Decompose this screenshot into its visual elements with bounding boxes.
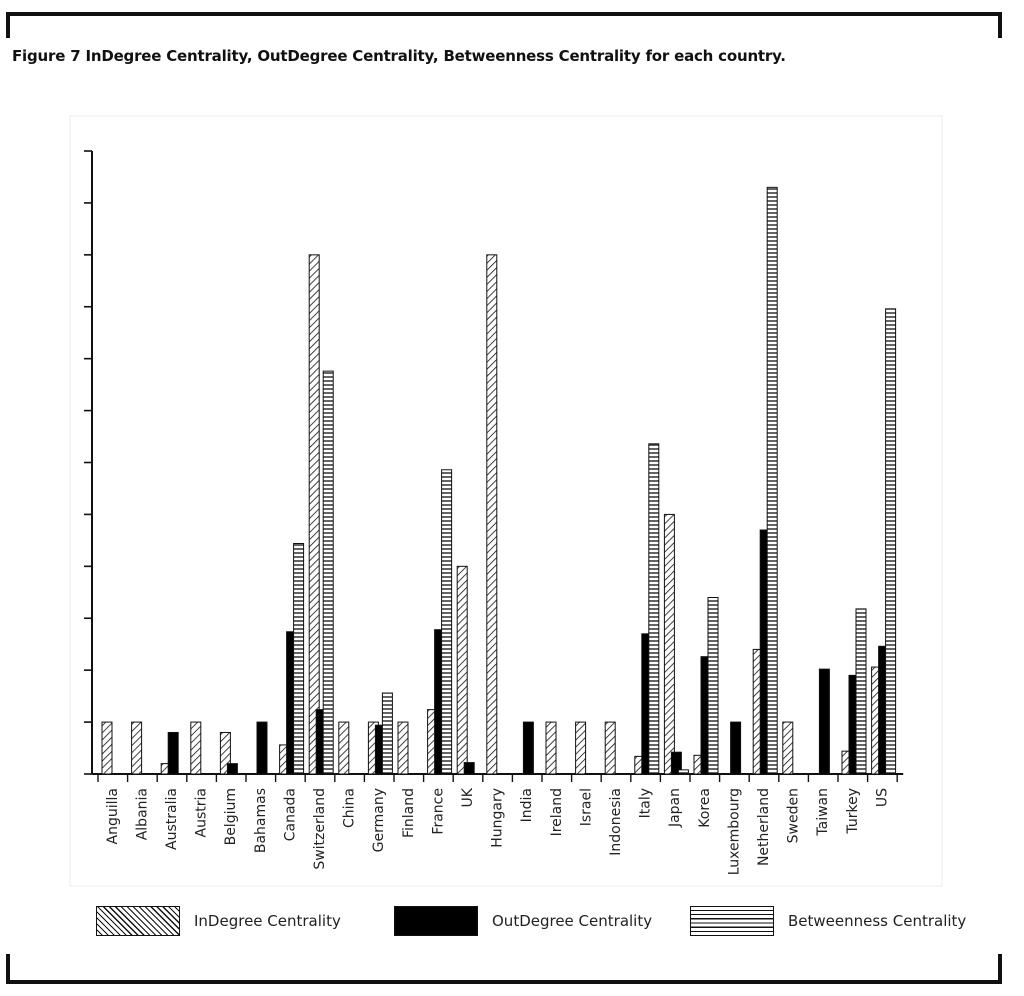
legend-label-betweenness: Betweenness Centrality bbox=[788, 912, 967, 930]
bar-chart: Anguilla Albania Australia Austria Belgium Ba… bbox=[69, 115, 943, 887]
category-label: Luxembourg bbox=[726, 788, 742, 875]
bar-indegree bbox=[456, 565, 468, 775]
bar-betweenness bbox=[381, 692, 393, 775]
bar-indegree bbox=[545, 721, 557, 775]
bar-indegree bbox=[190, 721, 202, 775]
bar-betweenness bbox=[766, 186, 778, 775]
category-label: Bahamas bbox=[253, 788, 269, 853]
category-label: UK bbox=[460, 787, 476, 807]
legend-item-indegree: InDegree Centrality bbox=[96, 904, 341, 938]
legend: InDegree Centrality OutDegree Centrality… bbox=[0, 900, 1024, 940]
category-label: Turkey bbox=[845, 788, 861, 835]
figure-title: Figure 7 InDegree Centrality, OutDegree … bbox=[12, 47, 786, 65]
bar-indegree bbox=[338, 721, 350, 775]
category-label: Hungary bbox=[490, 788, 506, 848]
category-label: Sweden bbox=[786, 788, 802, 843]
category-label: India bbox=[519, 788, 535, 822]
bars bbox=[101, 186, 897, 775]
bar-indegree bbox=[131, 721, 143, 775]
category-label: Austria bbox=[194, 788, 210, 837]
bar-betweenness bbox=[322, 370, 334, 775]
category-label: Australia bbox=[164, 788, 180, 850]
bar-indegree bbox=[486, 254, 498, 775]
bar-betweenness bbox=[885, 308, 897, 775]
bar-outdegree bbox=[730, 721, 742, 775]
bar-outdegree bbox=[226, 763, 238, 775]
category-label: US bbox=[874, 788, 890, 807]
category-label: Canada bbox=[282, 788, 298, 841]
category-label: Switzerland bbox=[312, 788, 328, 870]
bar-outdegree bbox=[522, 721, 534, 775]
legend-label-indegree: InDegree Centrality bbox=[194, 912, 341, 930]
category-labels: Anguilla Albania Australia Austria Belgium Ba… bbox=[105, 787, 891, 875]
bar-indegree bbox=[575, 721, 587, 775]
plot-area bbox=[69, 115, 943, 887]
category-label: Belgium bbox=[223, 788, 239, 845]
bar-indegree bbox=[308, 254, 320, 775]
category-label: Albania bbox=[134, 788, 150, 840]
frame-bottom-border bbox=[6, 954, 1002, 984]
category-label: Italy bbox=[638, 788, 654, 818]
frame-top-border bbox=[6, 12, 1002, 38]
category-label: Indonesia bbox=[608, 788, 624, 856]
legend-swatch-outdegree bbox=[394, 906, 478, 936]
legend-item-outdegree: OutDegree Centrality bbox=[394, 904, 652, 938]
bar-betweenness bbox=[677, 769, 689, 775]
bar-outdegree bbox=[818, 668, 830, 775]
bar-betweenness bbox=[855, 608, 867, 775]
legend-swatch-betweenness bbox=[690, 906, 774, 936]
bar-indegree bbox=[219, 731, 231, 775]
category-label: Germany bbox=[371, 788, 387, 852]
category-label: Netherland bbox=[756, 788, 772, 866]
bar-outdegree bbox=[167, 731, 179, 775]
legend-swatch-indegree bbox=[96, 906, 180, 936]
category-label: Israel bbox=[578, 788, 594, 826]
bar-indegree bbox=[101, 721, 113, 775]
bar-betweenness bbox=[648, 443, 660, 775]
bar-indegree bbox=[663, 513, 675, 775]
bar-betweenness bbox=[293, 542, 305, 775]
category-label: China bbox=[342, 788, 358, 828]
bar-outdegree bbox=[670, 751, 682, 775]
bar-indegree bbox=[604, 721, 616, 775]
bar-betweenness bbox=[707, 596, 719, 775]
category-label: Ireland bbox=[549, 788, 565, 836]
category-label: Taiwan bbox=[815, 788, 831, 837]
category-label: Anguilla bbox=[105, 788, 121, 844]
bar-indegree bbox=[782, 721, 794, 775]
bar-betweenness bbox=[441, 469, 453, 775]
category-label: Finland bbox=[401, 788, 417, 838]
category-label: Japan bbox=[667, 788, 683, 828]
category-label: France bbox=[430, 788, 446, 835]
bar-indegree bbox=[397, 721, 409, 775]
bar-outdegree bbox=[463, 762, 475, 775]
bar-outdegree bbox=[256, 721, 268, 775]
category-label: Korea bbox=[697, 788, 713, 828]
legend-item-betweenness: Betweenness Centrality bbox=[690, 904, 966, 938]
legend-label-outdegree: OutDegree Centrality bbox=[492, 912, 653, 930]
